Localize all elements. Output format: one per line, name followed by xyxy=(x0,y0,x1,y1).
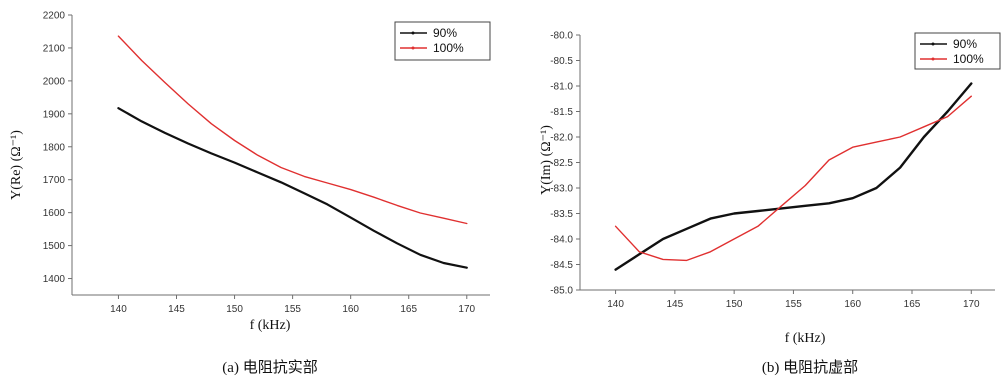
y-tick-label: 2000 xyxy=(43,76,66,87)
series-line-90 xyxy=(614,82,973,271)
y-tick-label: 1900 xyxy=(43,109,66,120)
y-tick-label: -80.5 xyxy=(550,56,573,67)
x-tick-label: 155 xyxy=(785,299,802,310)
chart-imaginary-svg: 140 145 150 155 160 165 170 -80.0 -80.5 -81.0 -81… xyxy=(539,31,1001,376)
y-tick-label: -83.0 xyxy=(550,184,573,195)
legend-box xyxy=(394,21,491,61)
y-tick-label: -84.5 xyxy=(550,260,573,271)
series-group xyxy=(614,82,973,271)
series-line-100 xyxy=(117,35,468,225)
legend-label: 90% xyxy=(433,26,457,40)
legend-box xyxy=(914,32,1001,70)
x-tick-label: 170 xyxy=(458,304,475,315)
y-tick-label: -82.0 xyxy=(550,133,573,144)
caption: (a) 电阻抗实部 xyxy=(222,359,317,376)
y-ticks: -80.0 -80.5 -81.0 -81.5 -82.0 -82.5 -83.0 -83.5… xyxy=(550,31,580,297)
x-tick-label: 155 xyxy=(284,304,301,315)
chart-real-svg: 140 145 150 155 160 165 170 1400 1500 1600 1700 18… xyxy=(9,11,491,376)
y-tick-label: -80.0 xyxy=(550,31,573,42)
y-axis-title: Y(Im) (Ω⁻¹) xyxy=(539,125,554,195)
x-tick-label: 145 xyxy=(168,304,185,315)
y-tick-label: 1700 xyxy=(43,175,66,186)
y-tick-label: 2200 xyxy=(43,11,66,22)
caption: (b) 电阻抗虚部 xyxy=(762,359,858,376)
x-tick-label: 160 xyxy=(844,299,861,310)
y-tick-label: 2100 xyxy=(43,43,66,54)
x-ticks: 140 145 150 155 160 165 170 xyxy=(110,295,476,315)
legend-marker xyxy=(411,31,415,35)
plot-area: 140 145 150 155 160 165 170 -80.0 -80.5 -81.0 -81… xyxy=(550,31,1001,310)
legend-label: 100% xyxy=(953,52,984,66)
legend: 90%100% xyxy=(914,32,1001,70)
y-tick-label: -82.5 xyxy=(550,158,573,169)
x-axis-title: f (kHz) xyxy=(785,331,826,346)
legend-marker xyxy=(411,46,415,50)
legend-label: 90% xyxy=(953,37,977,51)
y-tick-label: 1400 xyxy=(43,274,66,285)
x-tick-label: 150 xyxy=(226,304,243,315)
legend-label: 100% xyxy=(433,41,464,55)
y-tick-label: -81.0 xyxy=(550,82,573,93)
chart-panel-imaginary: 140 145 150 155 160 165 170 -80.0 -80.5 -81.0 -81… xyxy=(505,0,1005,383)
series-line-100 xyxy=(614,95,972,262)
series-group xyxy=(117,35,468,269)
y-axis-title: Y(Re) (Ω⁻¹) xyxy=(9,130,24,200)
x-tick-label: 140 xyxy=(110,304,127,315)
y-tick-label: 1800 xyxy=(43,142,66,153)
legend-marker xyxy=(931,57,935,61)
y-ticks: 1400 1500 1600 1700 1800 1900 2000 2100 2200 xyxy=(43,11,72,285)
x-tick-label: 140 xyxy=(607,299,624,310)
y-tick-label: -85.0 xyxy=(550,286,573,297)
x-tick-label: 170 xyxy=(963,299,980,310)
legend: 90%100% xyxy=(394,21,491,61)
x-tick-label: 145 xyxy=(667,299,684,310)
x-ticks: 140 145 150 155 160 165 170 xyxy=(607,290,980,310)
y-tick-label: -84.0 xyxy=(550,235,573,246)
y-tick-label: 1600 xyxy=(43,208,66,219)
x-axis-title: f (kHz) xyxy=(250,318,291,333)
y-tick-label: -83.5 xyxy=(550,209,573,220)
chart-panel-real: 140 145 150 155 160 165 170 1400 1500 1600 1700 18… xyxy=(9,11,491,376)
x-tick-label: 165 xyxy=(904,299,921,310)
legend-marker xyxy=(931,42,935,46)
series-line-90 xyxy=(117,107,468,269)
y-tick-label: 1500 xyxy=(43,241,66,252)
y-tick-label: -81.5 xyxy=(550,107,573,118)
plot-area: 140 145 150 155 160 165 170 1400 1500 1600 1700 18… xyxy=(43,11,491,315)
x-tick-label: 150 xyxy=(726,299,743,310)
x-tick-label: 165 xyxy=(400,304,417,315)
x-tick-label: 160 xyxy=(342,304,359,315)
